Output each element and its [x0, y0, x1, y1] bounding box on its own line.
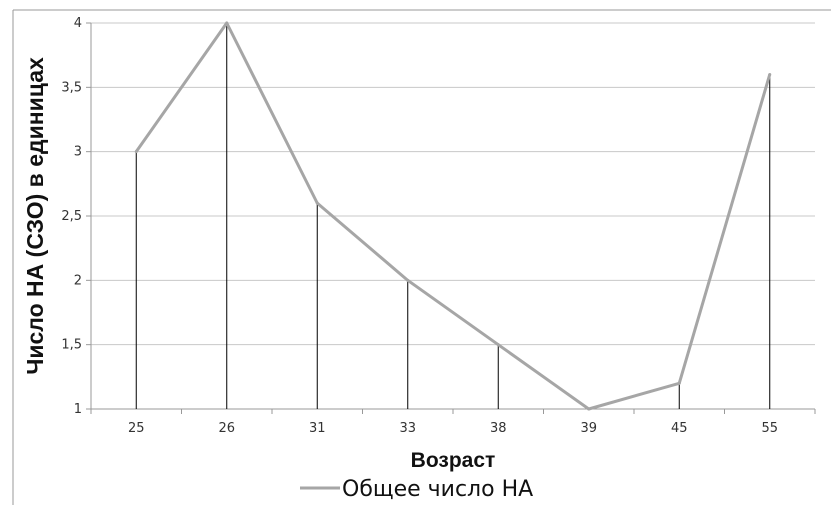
series-line: [135, 21, 772, 411]
data-point: [406, 278, 410, 282]
x-tick-label: 39: [580, 421, 597, 436]
x-axis-label: Возраст: [411, 449, 496, 472]
legend-label: Общее число НА: [342, 477, 533, 502]
y-tick-label: 3: [74, 145, 82, 160]
x-tick-label: 33: [399, 421, 416, 436]
axes: [90, 23, 816, 414]
y-tick-labels: 1 1,5 2 2,5 3 3,5 4: [61, 16, 82, 417]
x-tick-labels: 25 26 31 33 38 39 45 55: [128, 421, 778, 436]
y-tick-label: 1,5: [61, 338, 82, 353]
data-point: [134, 150, 138, 154]
data-point: [225, 21, 229, 25]
y-tick-label: 2,5: [61, 209, 82, 224]
data-point: [587, 407, 591, 411]
x-tick-label: 55: [761, 421, 778, 436]
y-axis-label: Число НА (СЗО) в единицах: [22, 57, 48, 375]
data-point: [768, 72, 772, 76]
chart-frame: [12, 9, 831, 505]
gridlines: [86, 22, 815, 410]
x-tick-label: 31: [309, 421, 326, 436]
drop-lines: [135, 23, 771, 409]
x-tick-label: 25: [128, 421, 145, 436]
x-tick-label: 26: [218, 421, 235, 436]
data-point: [496, 343, 500, 347]
data-point: [677, 381, 681, 385]
y-tick-label: 2: [74, 273, 82, 288]
series-group: [134, 21, 772, 411]
y-tick-label: 4: [74, 16, 82, 31]
y-tick-label: 1: [74, 402, 82, 417]
x-tick-label: 45: [671, 421, 688, 436]
x-tick-label: 38: [490, 421, 507, 436]
y-tick-label: 3,5: [61, 80, 82, 95]
data-point: [315, 201, 319, 205]
legend: Общее число НА: [300, 477, 533, 502]
